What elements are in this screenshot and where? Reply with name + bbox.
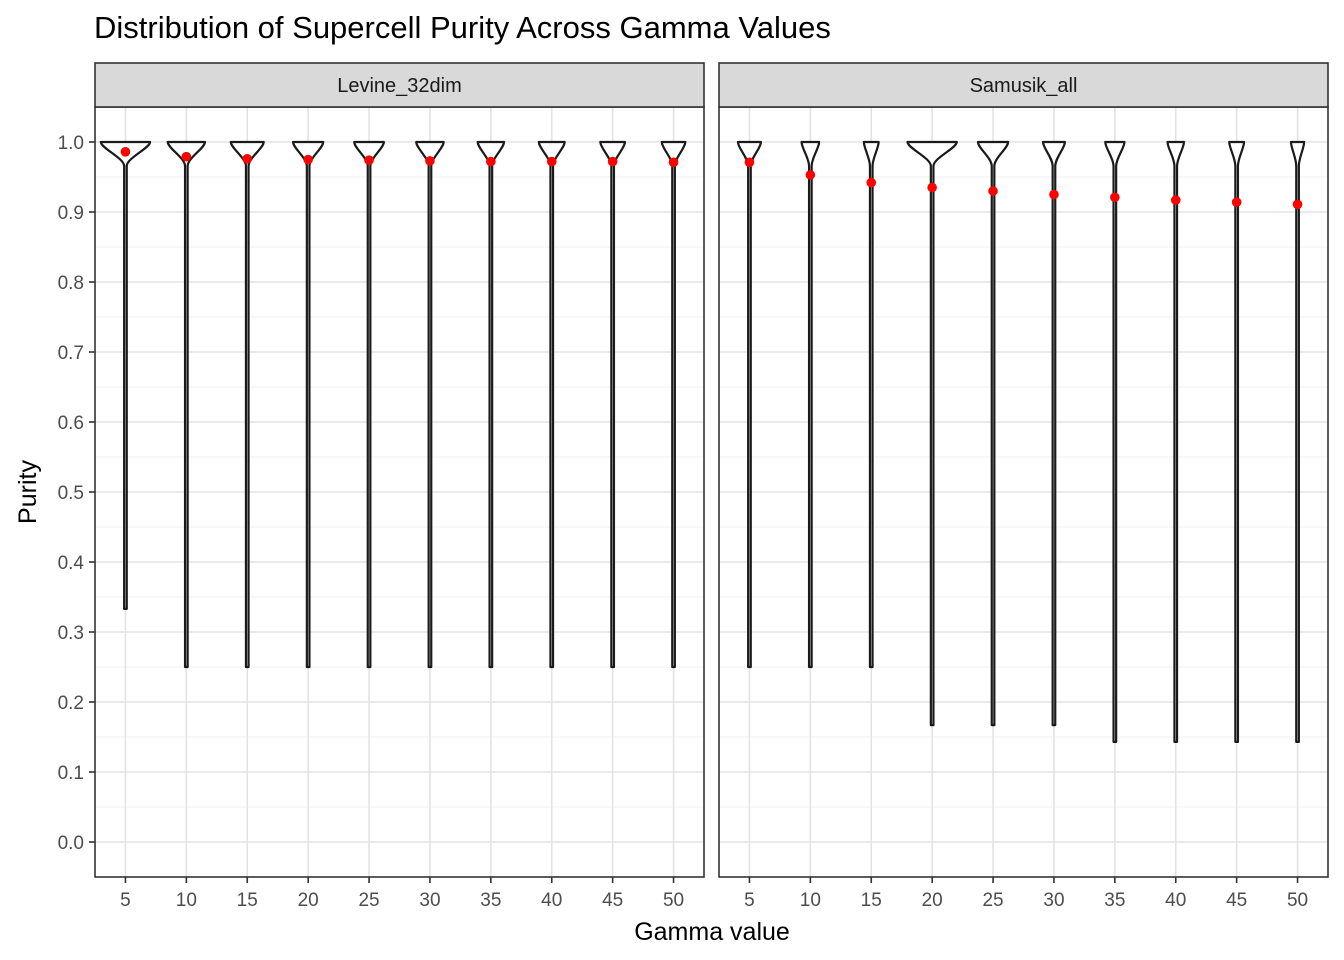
mean-point-levine-32dim-gamma-35 <box>486 156 496 167</box>
x-tick-label: 50 <box>663 890 684 911</box>
x-tick-label: 30 <box>419 890 440 911</box>
x-tick-label: 15 <box>237 890 258 911</box>
mean-point-samusik-all-gamma-20 <box>927 182 937 193</box>
x-tick-label: 40 <box>1165 890 1186 911</box>
x-axis-title: Gamma value <box>634 918 790 946</box>
y-tick-label: 0.1 <box>58 763 84 784</box>
violin-levine-32dim-gamma-10 <box>166 140 207 669</box>
y-tick-label: 0.5 <box>58 483 84 504</box>
x-tick-label: 40 <box>541 890 562 911</box>
y-axis-title: Purity <box>14 460 42 524</box>
y-tick-label: 0.6 <box>58 413 84 434</box>
x-tick-label: 25 <box>358 890 379 911</box>
mean-point-samusik-all-gamma-15 <box>866 177 877 188</box>
chart-title: Distribution of Supercell Purity Across … <box>94 10 831 45</box>
facet-strip <box>94 62 705 108</box>
y-tick-label: 1.0 <box>58 133 84 154</box>
x-tick-label: 20 <box>922 890 943 911</box>
mean-point-levine-32dim-gamma-5 <box>120 147 131 157</box>
violin-samusik-all-gamma-45 <box>1228 140 1246 743</box>
x-tick-label: 20 <box>298 890 319 911</box>
violin-samusik-all-gamma-20 <box>906 140 958 727</box>
mean-point-levine-32dim-gamma-15 <box>242 154 253 164</box>
y-tick-label: 0.4 <box>58 553 85 574</box>
violin-samusik-all-gamma-15 <box>862 140 880 669</box>
y-axis: 0.0 0.1 0.2 0.3 0.4 0.5 0.6 0.7 0.8 0.9 1.0 <box>58 133 95 854</box>
mean-point-samusik-all-gamma-10 <box>805 170 816 180</box>
mean-point-levine-32dim-gamma-45 <box>607 156 618 167</box>
mean-point-samusik-all-gamma-50 <box>1292 199 1303 210</box>
x-tick-label: 45 <box>602 890 623 911</box>
facet-strip-label: Levine_32dim <box>337 75 462 97</box>
y-tick-label: 0.8 <box>58 273 84 294</box>
x-tick-label: 5 <box>744 890 755 911</box>
y-tick-label: 0.0 <box>58 833 84 854</box>
x-tick-label: 30 <box>1043 890 1064 911</box>
mean-point-samusik-all-gamma-25 <box>988 186 998 196</box>
mean-point-samusik-all-gamma-45 <box>1231 197 1242 207</box>
panel-levine-32dim: Levine_32dim 5 10 15 20 25 30 35 40 45 50 <box>94 62 705 911</box>
mean-point-samusik-all-gamma-30 <box>1049 189 1059 200</box>
facet-strip <box>718 62 1329 108</box>
violin-levine-32dim-gamma-5 <box>99 140 152 610</box>
mean-point-levine-32dim-gamma-20 <box>303 154 313 165</box>
facet-strip-label: Samusik_all <box>970 75 1078 97</box>
violin-samusik-all-gamma-40 <box>1166 140 1186 743</box>
mean-point-levine-32dim-gamma-25 <box>364 155 374 165</box>
x-tick-label: 10 <box>176 890 197 911</box>
mean-point-levine-32dim-gamma-30 <box>425 156 435 166</box>
mean-point-samusik-all-gamma-35 <box>1110 192 1120 203</box>
violin-samusik-all-gamma-35 <box>1104 140 1126 743</box>
violin-samusik-all-gamma-30 <box>1041 140 1067 727</box>
violin-samusik-all-gamma-10 <box>800 140 821 669</box>
mean-point-levine-32dim-gamma-40 <box>546 156 557 167</box>
x-tick-label: 15 <box>861 890 882 911</box>
x-tick-label: 35 <box>1104 890 1125 911</box>
mean-point-levine-32dim-gamma-50 <box>668 157 679 168</box>
y-tick-label: 0.9 <box>58 203 84 224</box>
violin-samusik-all-gamma-25 <box>976 140 1010 727</box>
x-tick-label: 45 <box>1226 890 1247 911</box>
y-tick-label: 0.3 <box>58 623 84 644</box>
y-tick-label: 0.7 <box>58 343 84 364</box>
x-tick-label: 50 <box>1287 890 1308 911</box>
x-tick-label: 5 <box>120 890 131 911</box>
x-tick-label: 10 <box>800 890 821 911</box>
violin-samusik-all-gamma-50 <box>1289 140 1306 743</box>
x-tick-label: 35 <box>480 890 501 911</box>
x-tick-label: 25 <box>982 890 1003 911</box>
mean-point-samusik-all-gamma-5 <box>744 157 755 168</box>
mean-point-levine-32dim-gamma-10 <box>181 151 192 162</box>
mean-point-samusik-all-gamma-40 <box>1170 195 1181 205</box>
panel-samusik-all: Samusik_all 5 10 15 20 25 30 35 40 45 50 <box>718 62 1329 911</box>
y-tick-label: 0.2 <box>58 693 84 714</box>
